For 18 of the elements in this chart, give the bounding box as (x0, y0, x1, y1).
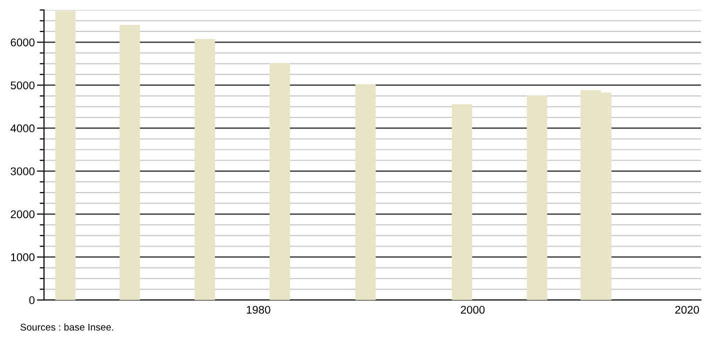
bar (452, 104, 472, 300)
bar (55, 10, 76, 300)
source-note: Sources : base Insee. (20, 323, 114, 331)
y-tick-label: 6000 (10, 38, 35, 46)
bar (526, 95, 548, 300)
bar (270, 63, 290, 300)
bar (194, 39, 215, 300)
y-tick-label: 2000 (10, 210, 35, 218)
x-tick-label: 1980 (246, 306, 270, 314)
x-tick-label: 2020 (675, 306, 699, 314)
y-tick-label: 4000 (10, 124, 35, 132)
y-tick-label: 5000 (10, 81, 35, 90)
y-tick-label: 0 (29, 296, 35, 304)
bar (120, 25, 140, 300)
x-tick-label: 2000 (460, 306, 485, 314)
bar (355, 84, 376, 300)
y-tick-label: 1000 (11, 253, 35, 262)
y-tick-label: 3000 (10, 167, 35, 176)
